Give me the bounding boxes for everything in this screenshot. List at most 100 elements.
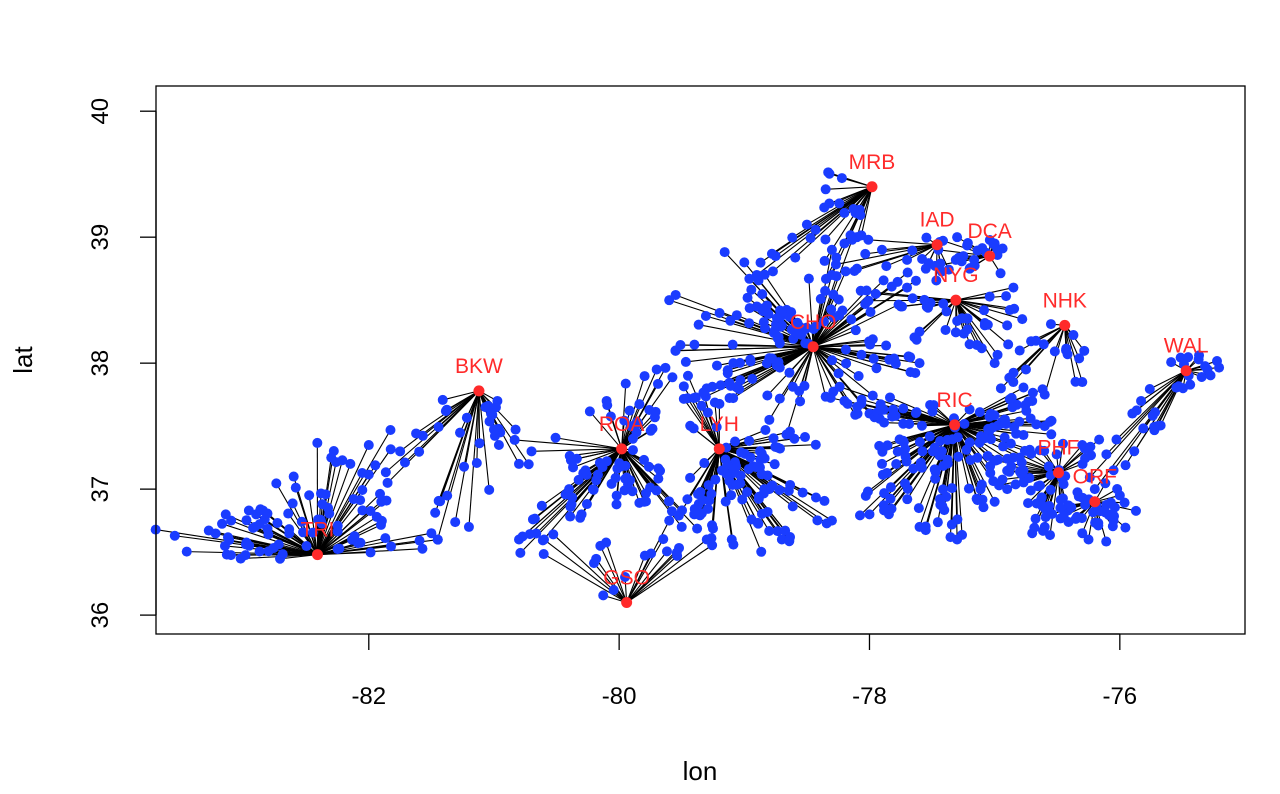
location-point bbox=[680, 356, 691, 367]
location-point bbox=[1014, 416, 1025, 427]
location-point bbox=[627, 486, 638, 497]
location-point bbox=[819, 202, 830, 213]
location-point bbox=[653, 463, 664, 474]
location-point bbox=[910, 367, 921, 378]
location-point bbox=[898, 403, 909, 414]
location-point bbox=[714, 307, 725, 318]
location-point bbox=[380, 533, 391, 544]
location-point bbox=[953, 451, 964, 462]
location-point bbox=[328, 445, 339, 456]
location-point bbox=[735, 375, 746, 386]
location-point bbox=[1027, 387, 1038, 398]
connection-line bbox=[317, 516, 378, 556]
connection-line bbox=[1064, 325, 1080, 359]
location-point bbox=[772, 526, 783, 537]
airport-point bbox=[616, 443, 628, 455]
location-point bbox=[685, 472, 696, 483]
connection-line bbox=[868, 239, 938, 246]
location-point bbox=[627, 433, 638, 444]
location-point bbox=[653, 473, 664, 484]
location-point bbox=[509, 434, 520, 445]
location-point bbox=[638, 454, 649, 465]
connection-line bbox=[812, 303, 866, 348]
location-point bbox=[1045, 484, 1056, 495]
location-point bbox=[1040, 503, 1051, 514]
location-point bbox=[847, 234, 858, 245]
location-point bbox=[974, 407, 985, 418]
location-point bbox=[1051, 449, 1062, 460]
location-point bbox=[1061, 345, 1072, 356]
location-point bbox=[871, 363, 882, 374]
location-point bbox=[1004, 305, 1015, 316]
location-point bbox=[219, 540, 230, 551]
location-point bbox=[916, 420, 927, 431]
location-point bbox=[417, 430, 428, 441]
airport-point bbox=[984, 250, 996, 262]
location-point bbox=[840, 344, 851, 355]
location-point bbox=[1020, 400, 1031, 411]
location-point bbox=[395, 446, 406, 457]
location-point bbox=[784, 536, 795, 547]
location-point bbox=[1094, 434, 1105, 445]
location-point bbox=[731, 310, 742, 321]
location-point bbox=[744, 303, 755, 314]
location-point bbox=[810, 439, 821, 450]
airport-point bbox=[949, 419, 961, 431]
location-point bbox=[1010, 479, 1021, 490]
location-point bbox=[486, 408, 497, 419]
location-point bbox=[995, 383, 1006, 394]
location-point bbox=[810, 224, 821, 235]
location-point bbox=[1089, 484, 1100, 495]
connection-line bbox=[621, 448, 647, 494]
connection-line bbox=[576, 448, 622, 460]
location-point bbox=[1138, 423, 1149, 434]
location-point bbox=[273, 539, 284, 550]
location-point bbox=[962, 240, 973, 251]
location-point bbox=[834, 198, 845, 209]
connection-line bbox=[812, 346, 827, 397]
location-point bbox=[772, 442, 783, 453]
connection-line bbox=[680, 344, 814, 348]
airport-label: ROA bbox=[599, 413, 645, 436]
location-point bbox=[259, 514, 270, 525]
location-point bbox=[1026, 448, 1037, 459]
location-point bbox=[1038, 339, 1049, 350]
location-point bbox=[766, 248, 777, 259]
connection-line bbox=[626, 538, 664, 603]
location-point bbox=[914, 358, 925, 369]
location-point bbox=[676, 521, 687, 532]
location-point bbox=[910, 408, 921, 419]
connection-line bbox=[1012, 324, 1066, 383]
location-point bbox=[785, 479, 796, 490]
location-point bbox=[1166, 357, 1177, 368]
location-point bbox=[1068, 330, 1079, 341]
location-point bbox=[1058, 511, 1069, 522]
location-point bbox=[735, 470, 746, 481]
location-point bbox=[1057, 438, 1068, 449]
location-point bbox=[746, 284, 757, 295]
location-point bbox=[1006, 461, 1017, 472]
location-point bbox=[831, 252, 842, 263]
location-point bbox=[846, 314, 857, 325]
x-tick-label: -78 bbox=[852, 683, 887, 710]
connection-line bbox=[813, 338, 873, 348]
location-point bbox=[905, 352, 916, 363]
connection-line bbox=[812, 276, 838, 347]
connection-line bbox=[316, 472, 363, 555]
connection-line bbox=[621, 448, 651, 488]
connection-line bbox=[572, 448, 622, 468]
location-point bbox=[907, 245, 918, 256]
location-point bbox=[355, 537, 366, 548]
location-point bbox=[755, 446, 766, 457]
location-point bbox=[760, 424, 771, 435]
location-point bbox=[989, 410, 1000, 421]
location-point bbox=[715, 380, 726, 391]
location-point bbox=[605, 411, 616, 422]
location-point bbox=[930, 260, 941, 271]
location-point bbox=[493, 440, 504, 451]
location-point bbox=[902, 282, 913, 293]
location-point bbox=[978, 502, 989, 513]
location-point bbox=[831, 271, 842, 282]
location-point bbox=[1007, 402, 1018, 413]
location-point bbox=[885, 482, 896, 493]
